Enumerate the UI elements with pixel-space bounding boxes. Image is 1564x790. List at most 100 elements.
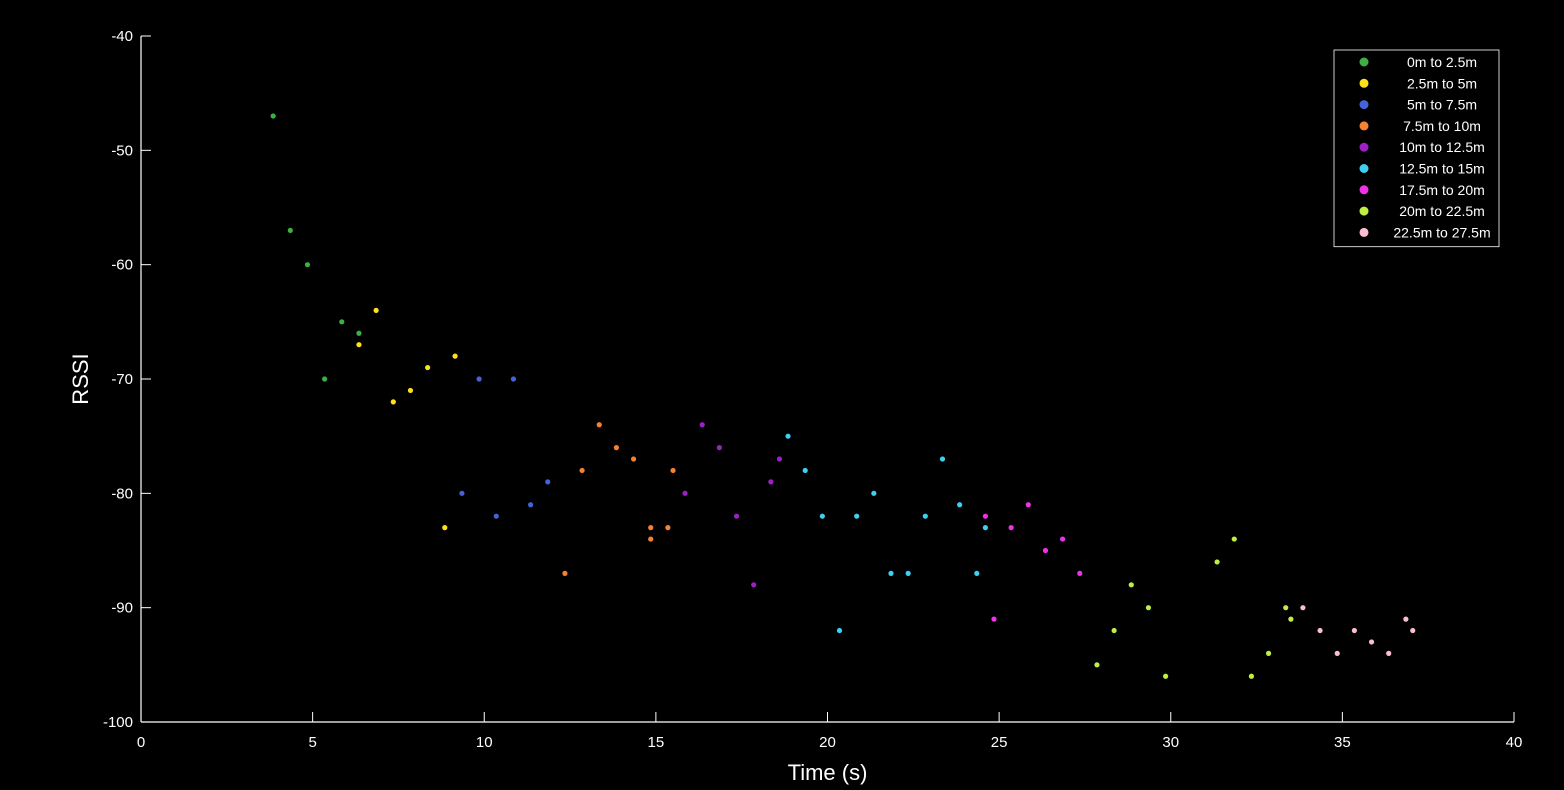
legend-label: 2.5m to 5m bbox=[1407, 75, 1477, 91]
data-point-series-9 bbox=[1386, 650, 1392, 657]
data-point-series-2 bbox=[425, 364, 431, 371]
y-tick-label: -40 bbox=[111, 28, 133, 45]
data-point-series-7 bbox=[1060, 536, 1066, 542]
data-point-series-3 bbox=[493, 513, 499, 519]
y-axis-label: RSSI bbox=[68, 353, 93, 404]
data-point-series-5 bbox=[716, 445, 722, 451]
data-point-series-6 bbox=[871, 490, 877, 496]
data-point-series-6 bbox=[888, 570, 894, 576]
legend-marker bbox=[1359, 206, 1369, 216]
y-tick-label: -100 bbox=[103, 714, 133, 731]
data-point-series-4 bbox=[648, 536, 654, 542]
y-tick-label: -90 bbox=[111, 600, 133, 617]
x-tick-label: 0 bbox=[137, 734, 145, 751]
data-point-series-5 bbox=[682, 490, 688, 496]
data-point-series-5 bbox=[768, 479, 774, 485]
data-point-series-4 bbox=[613, 445, 620, 451]
data-point-series-7 bbox=[1025, 502, 1031, 508]
data-point-series-1 bbox=[270, 113, 276, 119]
data-point-series-4 bbox=[579, 467, 585, 474]
data-point-series-9 bbox=[1410, 627, 1416, 634]
data-point-series-3 bbox=[476, 376, 482, 382]
data-point-series-8 bbox=[1283, 605, 1289, 611]
data-point-series-6 bbox=[974, 570, 980, 576]
y-tick-label: -80 bbox=[111, 485, 133, 502]
data-point-series-8 bbox=[1145, 605, 1152, 611]
data-point-series-6 bbox=[854, 513, 860, 519]
data-point-series-2 bbox=[452, 353, 458, 359]
data-point-series-8 bbox=[1231, 536, 1237, 542]
legend-marker bbox=[1359, 227, 1369, 237]
legend-label: 10m to 12.5m bbox=[1399, 139, 1485, 155]
legend-label: 7.5m to 10m bbox=[1403, 118, 1481, 134]
data-point-series-1 bbox=[339, 319, 345, 325]
x-tick-label: 20 bbox=[819, 734, 836, 751]
x-tick-label: 5 bbox=[308, 734, 316, 751]
data-point-series-5 bbox=[776, 456, 783, 462]
data-point-series-1 bbox=[322, 376, 328, 382]
data-point-series-9 bbox=[1334, 650, 1340, 657]
data-point-series-9 bbox=[1368, 639, 1375, 645]
data-point-series-7 bbox=[991, 616, 997, 622]
legend-label: 22.5m to 27.5m bbox=[1393, 224, 1490, 240]
data-point-series-5 bbox=[751, 582, 757, 588]
data-point-series-5 bbox=[699, 422, 705, 428]
data-point-series-3 bbox=[510, 376, 517, 382]
y-tick-label: -60 bbox=[111, 257, 133, 274]
legend-label: 5m to 7.5m bbox=[1407, 97, 1477, 113]
data-point-series-8 bbox=[1128, 582, 1134, 588]
data-point-series-9 bbox=[1351, 627, 1357, 634]
x-tick-label: 35 bbox=[1334, 734, 1351, 751]
data-point-series-9 bbox=[1300, 605, 1306, 611]
legend-label: 17.5m to 20m bbox=[1399, 182, 1485, 198]
data-point-series-7 bbox=[1077, 570, 1083, 576]
data-point-series-2 bbox=[390, 399, 396, 405]
legend-marker bbox=[1359, 57, 1369, 67]
data-point-series-4 bbox=[648, 525, 654, 531]
data-point-series-1 bbox=[356, 330, 362, 336]
x-tick-label: 25 bbox=[991, 734, 1008, 751]
data-point-series-6 bbox=[819, 513, 825, 519]
data-point-series-6 bbox=[785, 433, 791, 439]
data-point-series-6 bbox=[836, 627, 843, 634]
data-point-series-5 bbox=[733, 513, 740, 519]
data-point-series-7 bbox=[1042, 547, 1049, 554]
data-point-series-2 bbox=[356, 342, 362, 348]
legend-marker bbox=[1359, 121, 1369, 131]
legend-marker bbox=[1359, 142, 1369, 152]
data-point-series-8 bbox=[1163, 673, 1169, 679]
y-tick-label: -70 bbox=[111, 371, 133, 388]
data-point-series-8 bbox=[1214, 559, 1220, 565]
x-tick-label: 40 bbox=[1506, 734, 1523, 751]
data-point-series-6 bbox=[802, 467, 808, 474]
x-tick-label: 15 bbox=[648, 734, 665, 751]
x-tick-label: 10 bbox=[476, 734, 493, 751]
legend-marker bbox=[1359, 78, 1369, 88]
data-point-series-8 bbox=[1111, 627, 1117, 634]
data-point-series-4 bbox=[670, 467, 676, 474]
data-point-series-4 bbox=[665, 525, 671, 531]
legend-marker bbox=[1359, 164, 1369, 173]
legend-marker bbox=[1359, 185, 1369, 195]
data-point-series-6 bbox=[939, 456, 946, 462]
data-point-series-8 bbox=[1248, 673, 1255, 679]
data-point-series-8 bbox=[1288, 616, 1294, 622]
data-point-series-3 bbox=[459, 490, 465, 496]
data-point-series-2 bbox=[407, 387, 414, 394]
data-point-series-9 bbox=[1317, 627, 1323, 634]
data-point-series-3 bbox=[545, 479, 551, 485]
legend-marker bbox=[1359, 100, 1369, 110]
data-point-series-7 bbox=[982, 513, 988, 519]
data-point-series-4 bbox=[630, 456, 637, 462]
data-point-series-7 bbox=[1008, 525, 1014, 531]
data-points bbox=[270, 113, 1416, 679]
data-point-series-3 bbox=[527, 502, 534, 508]
axes: 0 5 10 15 20 25 30 35 40 -100 -90 -80 -70 -60 -50 -40 bbox=[103, 28, 1522, 751]
data-point-series-9 bbox=[1403, 616, 1409, 622]
x-tick-label: 30 bbox=[1162, 734, 1179, 751]
y-tick-label: -50 bbox=[111, 142, 133, 159]
legend-label: 0m to 2.5m bbox=[1407, 54, 1477, 70]
data-point-series-8 bbox=[1094, 662, 1100, 668]
